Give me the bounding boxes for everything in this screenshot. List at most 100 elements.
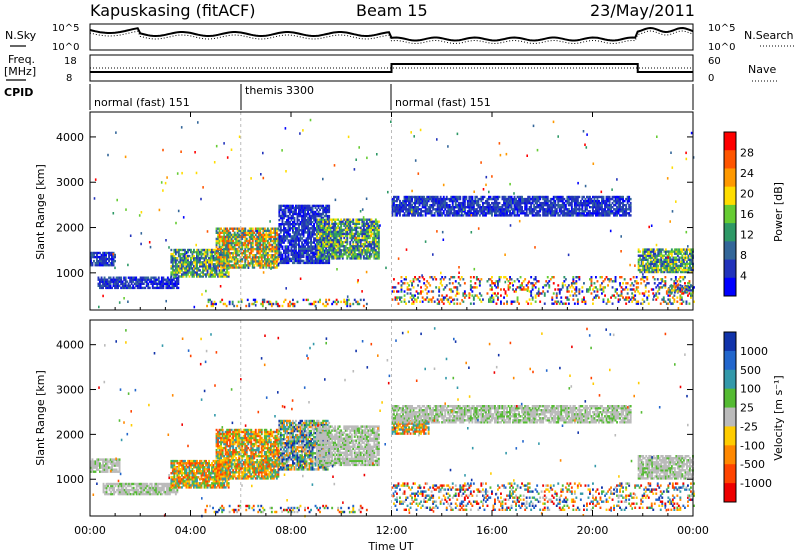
- data-cell: [209, 273, 212, 276]
- data-cell: [509, 214, 511, 217]
- data-cell: [331, 249, 334, 252]
- data-cell: [350, 236, 353, 240]
- data-cell: [350, 247, 353, 250]
- data-cell: [469, 201, 472, 205]
- data-cell: [286, 204, 288, 208]
- data-cell: [310, 257, 312, 261]
- data-cell: [352, 247, 355, 250]
- data-cell: [454, 197, 457, 201]
- data-cell: [236, 233, 239, 237]
- data-cell: [646, 264, 649, 268]
- data-cell: [283, 208, 285, 212]
- data-cell: [358, 302, 361, 306]
- data-cell: [235, 237, 238, 241]
- data-cell: [533, 204, 536, 207]
- data-cell: [409, 201, 412, 205]
- data-cell: [509, 206, 511, 209]
- data-cell: [365, 226, 368, 229]
- data-cell: [313, 302, 315, 306]
- data-cell: [235, 233, 238, 237]
- data-cell: [274, 229, 277, 232]
- data-cell: [241, 233, 244, 237]
- data-cell: [227, 264, 230, 267]
- data-cell: [323, 257, 326, 260]
- data-cell: [573, 199, 576, 203]
- data-cell: [658, 250, 661, 253]
- data-cell: [293, 210, 296, 214]
- data-cell: [260, 302, 263, 306]
- data-cell: [421, 204, 424, 207]
- data-cell: [491, 212, 493, 215]
- data-cell: [394, 212, 397, 215]
- data-cell: [442, 199, 445, 203]
- data-cell: [396, 206, 398, 209]
- data-cell: [298, 212, 300, 216]
- data-cell: [257, 262, 260, 265]
- data-cell: [316, 224, 318, 227]
- data-cell: [302, 218, 305, 222]
- data-cell: [302, 229, 305, 232]
- data-cell: [317, 249, 320, 252]
- data-cell: [304, 227, 306, 230]
- data-cell: [289, 223, 291, 226]
- data-cell: [283, 300, 285, 304]
- data-cell: [305, 231, 308, 234]
- data-cell: [622, 210, 624, 213]
- data-cell: [567, 199, 570, 203]
- data-cell: [166, 278, 169, 281]
- data-cell: [447, 208, 450, 211]
- data-cell: [319, 255, 321, 258]
- data-cell: [166, 280, 169, 283]
- data-cell: [682, 252, 685, 255]
- data-cell: [581, 197, 584, 201]
- data-cell: [528, 197, 531, 201]
- data-cell: [560, 212, 563, 215]
- data-cell: [310, 247, 312, 250]
- data-cell: [235, 262, 238, 265]
- data-cell: [313, 218, 315, 222]
- data-cell: [223, 258, 226, 261]
- data-cell: [295, 229, 297, 232]
- data-cell: [645, 266, 648, 270]
- data-cell: [171, 278, 174, 281]
- data-cell: [417, 208, 419, 211]
- data-cell: [168, 284, 171, 287]
- data-cell: [368, 234, 371, 238]
- data-cell: [377, 245, 380, 248]
- data-cell: [590, 199, 593, 203]
- data-cell: [438, 286, 441, 289]
- data-cell: [675, 252, 678, 255]
- data-cell: [438, 199, 441, 203]
- data-cell: [209, 267, 212, 270]
- data-cell: [290, 206, 293, 210]
- data-cell: [654, 252, 657, 255]
- data-cell: [501, 206, 504, 209]
- data-cell: [271, 247, 274, 251]
- data-cell: [527, 197, 530, 201]
- data-cell: [293, 255, 296, 258]
- data-cell: [328, 204, 331, 208]
- data-cell: [293, 225, 296, 228]
- data-cell: [173, 261, 176, 264]
- data-cell: [536, 204, 539, 207]
- data-cell: [165, 284, 168, 287]
- data-cell: [326, 218, 329, 222]
- data-cell: [599, 214, 602, 217]
- data-cell: [188, 271, 191, 274]
- data-cell: [350, 228, 353, 232]
- data-cell: [313, 300, 315, 304]
- data-cell: [269, 260, 272, 263]
- data-cell: [301, 216, 303, 220]
- data-cell: [610, 208, 612, 211]
- data-cell: [182, 254, 185, 258]
- data-cell: [241, 247, 244, 251]
- data-cell: [289, 241, 291, 244]
- data-cell: [362, 218, 365, 221]
- data-cell: [90, 251, 92, 255]
- data-cell: [444, 206, 447, 209]
- data-cell: [551, 212, 554, 215]
- data-cell: [230, 266, 233, 269]
- data-cell: [572, 197, 575, 201]
- data-cell: [370, 220, 373, 223]
- data-cell: [172, 278, 175, 281]
